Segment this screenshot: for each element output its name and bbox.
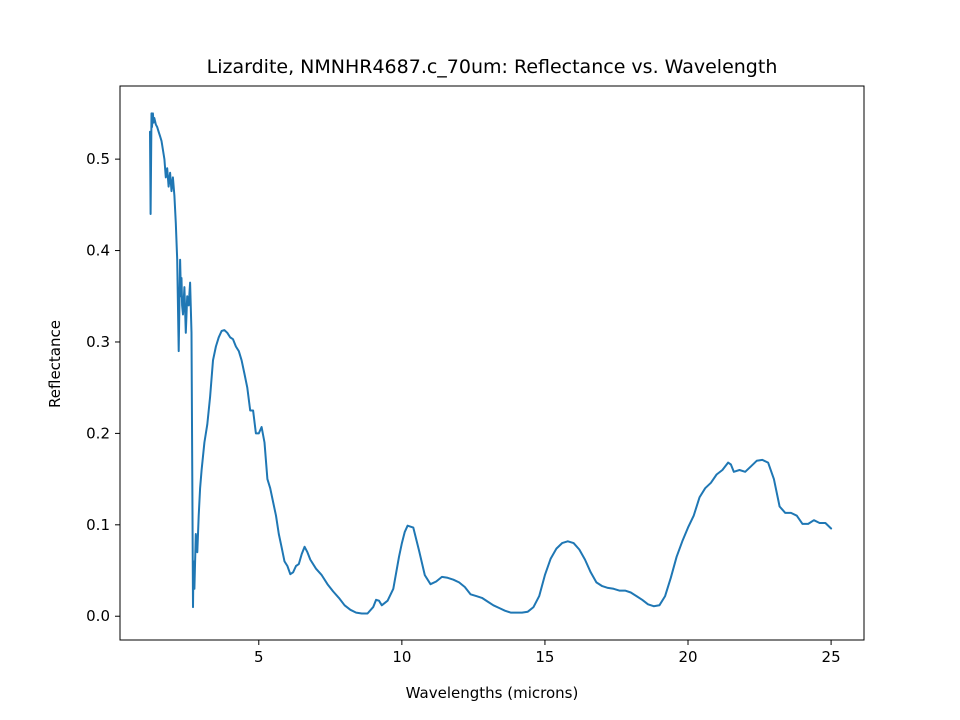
y-tick-label: 0.1: [86, 516, 110, 534]
y-axis: 0.0 0.1 0.2 0.3 0.4 0.5: [86, 150, 120, 625]
x-tick-label: 15: [535, 648, 554, 666]
y-tick-label: 0.5: [86, 150, 110, 168]
y-tick-label: 0.0: [86, 607, 110, 625]
y-tick-label: 0.2: [86, 424, 110, 442]
x-tick-label: 10: [392, 648, 411, 666]
y-axis-label: Reflectance: [46, 320, 64, 408]
x-tick-label: 25: [822, 648, 841, 666]
series-line-reflectance: [149, 112, 833, 615]
x-axis-label: Wavelengths (microns): [406, 684, 579, 702]
y-tick-label: 0.4: [86, 242, 110, 260]
x-tick-label: 20: [678, 648, 697, 666]
chart-title: Lizardite, NMNHR4687.c_70um: Reflectance…: [207, 56, 778, 78]
x-axis: 5 10 15 20 25: [254, 640, 841, 666]
plot-frame: [119, 85, 865, 641]
y-tick-label: 0.3: [86, 333, 110, 351]
x-tick-label: 5: [254, 648, 264, 666]
